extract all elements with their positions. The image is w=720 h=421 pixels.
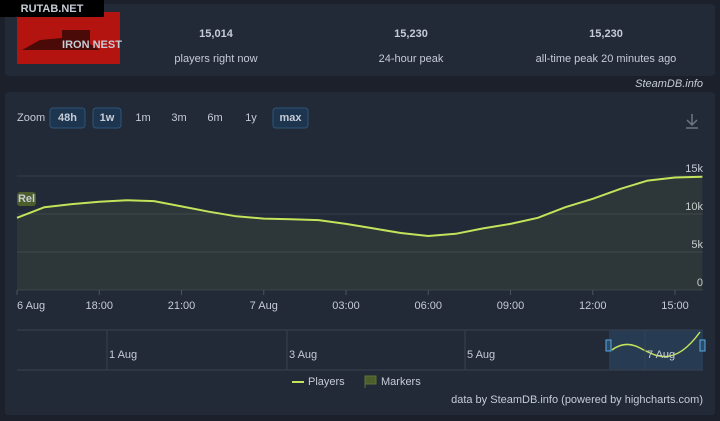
chart-panel	[5, 92, 715, 415]
stats-panel	[5, 4, 715, 76]
zoom-button[interactable]: 1y	[245, 112, 257, 124]
y-tick-label: 15k	[685, 163, 703, 175]
x-tick-label: 06:00	[414, 300, 442, 312]
x-tick-label: 12:00	[579, 300, 607, 312]
zoom-button[interactable]: 3m	[171, 112, 186, 124]
x-tick-label: 21:00	[168, 300, 196, 312]
navigator-label: 3 Aug	[289, 349, 317, 361]
marker-label[interactable]: Rel	[18, 193, 35, 205]
x-tick-label: 15:00	[661, 300, 689, 312]
navigator-label: 7 Aug	[647, 349, 675, 361]
legend-label[interactable]: Markers	[381, 376, 421, 388]
navigator-handle[interactable]	[699, 339, 706, 352]
zoom-button-bg[interactable]	[92, 107, 122, 129]
legend-label[interactable]: Players	[308, 376, 345, 388]
zoom-button-bg[interactable]	[272, 107, 309, 129]
marker-badge[interactable]	[17, 192, 36, 206]
source: SteamDB.info	[635, 78, 703, 90]
credits: data by SteamDB.info (powered by highcha…	[451, 394, 703, 406]
x-tick-label: 6 Aug	[17, 300, 45, 312]
legend-flag-icon	[364, 375, 377, 388]
zoom-button[interactable]: 1w	[100, 112, 115, 124]
line	[16, 175, 703, 238]
zoom-button[interactable]: max	[279, 112, 302, 124]
y-tick-label: 0	[697, 277, 703, 289]
watermark: RUTAB.NET	[21, 3, 84, 15]
watermark-bg	[0, 0, 104, 17]
logo-shape	[22, 30, 100, 50]
zoom-button[interactable]: 1m	[135, 112, 150, 124]
y-tick-label: 5k	[691, 239, 703, 251]
stat-value: 15,014	[199, 28, 234, 40]
stat-label: all-time peak 20 minutes ago	[536, 53, 677, 65]
zoom-button[interactable]: 48h	[58, 112, 77, 124]
zoom-button-bg[interactable]	[49, 107, 86, 129]
stat-label: players right now	[174, 53, 257, 65]
x-tick-label: 03:00	[332, 300, 360, 312]
stat-label: 24-hour peak	[379, 53, 444, 65]
zoom-label: Zoom	[17, 112, 45, 124]
stat-value: 15,230	[394, 28, 428, 40]
x-tick-label: 09:00	[497, 300, 525, 312]
area	[17, 176, 703, 290]
download-icon[interactable]	[686, 114, 698, 129]
zoom-button[interactable]: 6m	[207, 112, 222, 124]
navigator-line	[611, 331, 701, 358]
x-tick-label: 7 Aug	[250, 300, 278, 312]
navigator-label: 5 Aug	[467, 349, 495, 361]
logo-text: IRON NEST	[62, 39, 122, 51]
stat-value: 15,230	[589, 28, 623, 40]
navigator-label: 1 Aug	[109, 349, 137, 361]
navigator-handle[interactable]	[605, 339, 612, 352]
y-tick-label: 10k	[685, 201, 703, 213]
x-tick-label: 18:00	[85, 300, 113, 312]
navigator-selection	[609, 330, 703, 370]
